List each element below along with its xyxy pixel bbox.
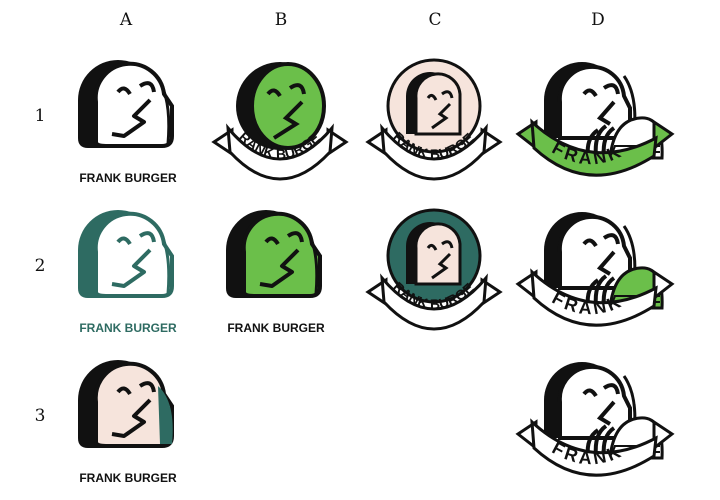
column-label-d: D — [591, 10, 605, 30]
column-label-a: A — [119, 10, 133, 30]
logo-a2: FRANK BURGER — [78, 210, 177, 335]
row-label-3: 3 — [34, 406, 46, 426]
logo-b2: FRANK BURGER — [226, 210, 325, 335]
logo-c2: FRANK BURGER — [359, 195, 503, 331]
logo-c1: FRANK BURGER — [359, 45, 503, 181]
logo-d1: FRANK — [515, 62, 675, 177]
wordmark-a1: FRANK BURGER — [79, 171, 177, 185]
wordmark-a3: FRANK BURGER — [79, 471, 177, 485]
logo-d3: FRANK — [515, 362, 675, 477]
wordmark-a2: FRANK BURGER — [79, 321, 177, 335]
logo-b1: FRANK BURGER — [205, 45, 349, 181]
column-label-c: C — [428, 10, 442, 30]
logo-d2: FRANK — [515, 212, 675, 327]
logo-a3: FRANK BURGER — [78, 360, 177, 485]
wordmark-b2: FRANK BURGER — [227, 321, 325, 335]
row-label-1: 1 — [34, 106, 46, 126]
row-label-2: 2 — [34, 256, 46, 276]
logo-a1: FRANK BURGER — [78, 60, 177, 185]
column-label-b: B — [274, 10, 288, 30]
